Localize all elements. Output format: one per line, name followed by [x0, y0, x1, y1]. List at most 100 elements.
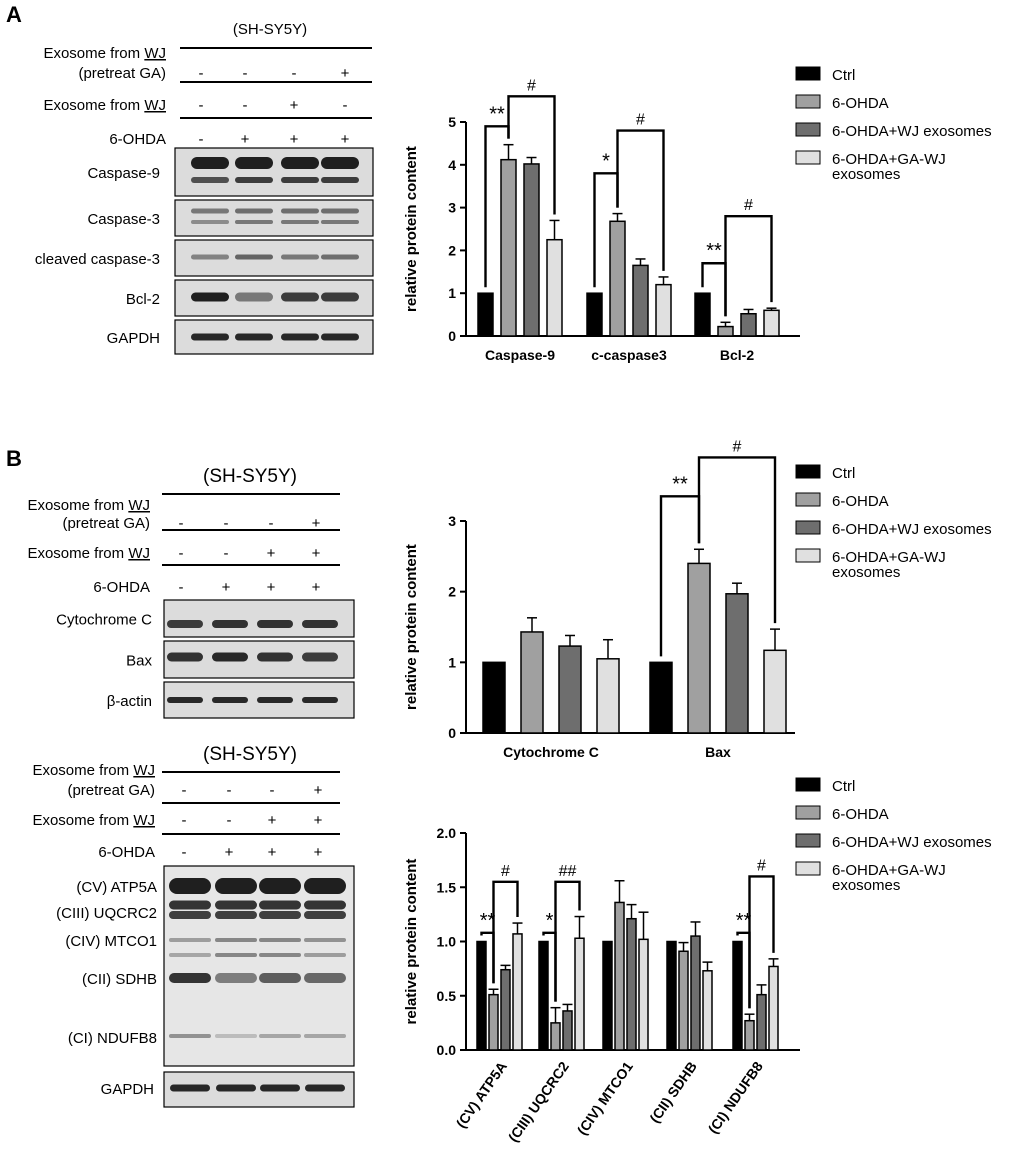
treatment-sign: +: [312, 545, 321, 562]
protein-band: [259, 953, 301, 957]
protein-band: [281, 208, 319, 214]
x-tick-label: (CV) ATP5A: [453, 1059, 510, 1131]
y-tick-label: 2: [448, 584, 456, 600]
protein-label: Bcl-2: [126, 291, 160, 308]
protein-band: [321, 157, 359, 169]
bar: [694, 292, 711, 337]
bar: [632, 264, 649, 337]
treatment-sign: +: [267, 579, 276, 596]
legend-swatch: [795, 833, 821, 848]
protein-band: [170, 1084, 210, 1092]
western-blots: (SH-SY5Y)Exosome from WJ(pretreat GA) - - -…: [27, 21, 374, 1108]
bar: [488, 993, 499, 1051]
protein-band: [259, 911, 301, 919]
blot-strip: [174, 319, 374, 355]
protein-band: [281, 157, 319, 169]
significance-marker: #: [527, 77, 536, 94]
protein-band: [212, 620, 248, 628]
bar: [768, 965, 779, 1051]
treatment-sign: +: [268, 844, 277, 861]
protein-band: [215, 1034, 257, 1038]
y-tick-label: 3: [448, 200, 456, 216]
y-tick-label: 1: [448, 654, 456, 670]
protein-band: [302, 697, 338, 703]
protein-band: [321, 177, 359, 183]
legend-label: exosomes: [832, 877, 900, 894]
significance-marker: **: [489, 103, 505, 125]
bar: [763, 309, 780, 337]
blot-strip: [174, 147, 374, 197]
blot-strip: [163, 599, 355, 638]
treatment-sign: +: [290, 97, 299, 114]
blot-strip: [174, 199, 374, 237]
significance-bracket: [748, 875, 775, 1009]
protein-label: β-actin: [107, 693, 152, 710]
protein-band: [191, 333, 229, 341]
legend-swatch: [795, 464, 821, 479]
y-tick-label: 0.5: [437, 988, 457, 1004]
treatment-sign: -: [179, 579, 184, 596]
protein-band: [215, 911, 257, 919]
significance-marker: *: [602, 150, 610, 172]
protein-band: [302, 652, 338, 662]
legend-swatch: [795, 492, 821, 507]
bar: [558, 645, 582, 734]
bar: [756, 993, 767, 1051]
protein-band: [257, 652, 293, 662]
blot-frame: [163, 865, 355, 1067]
chart-legend: Ctrl 6-OHDA 6-OHDA+WJ exosomes 6-OHDA+GA-WJ…: [795, 464, 992, 581]
protein-label: GAPDH: [101, 1081, 154, 1098]
treatment-sign: +: [290, 131, 299, 148]
protein-band: [169, 878, 211, 894]
bar: [550, 1022, 561, 1051]
chart-legend: Ctrl 6-OHDA 6-OHDA+WJ exosomes 6-OHDA+GA-WJ…: [795, 66, 992, 183]
protein-band: [167, 620, 203, 628]
protein-label: Caspase-9: [87, 165, 160, 182]
legend-label: 6-OHDA+WJ exosomes: [832, 834, 992, 851]
y-axis-label: relative protein content: [403, 146, 420, 312]
protein-band: [281, 333, 319, 341]
treatment-label: Exosome from WJ: [43, 97, 166, 114]
significance-marker: *: [546, 910, 554, 932]
y-tick-label: 0: [448, 328, 456, 344]
treatment-sign: -: [179, 515, 184, 532]
protein-band: [235, 254, 273, 260]
cell-line-label: (SH-SY5Y): [203, 744, 297, 765]
legend-swatch: [795, 777, 821, 792]
protein-label: (CIV) MTCO1: [65, 933, 157, 950]
legend-label: 6-OHDA: [832, 806, 889, 823]
treatment-sign: +: [225, 844, 234, 861]
y-tick-label: 2: [448, 242, 456, 258]
treatment-sign: +: [314, 782, 323, 799]
protein-band: [191, 157, 229, 169]
protein-band: [302, 620, 338, 628]
bar: [500, 968, 511, 1051]
legend-label: 6-OHDA: [832, 95, 889, 112]
protein-band: [321, 254, 359, 260]
protein-label: GAPDH: [107, 330, 160, 347]
significance-marker: **: [706, 240, 722, 262]
legend-label: Ctrl: [832, 778, 855, 795]
protein-band: [191, 292, 229, 302]
protein-label: (CV) ATP5A: [76, 879, 157, 896]
protein-label: Caspase-3: [87, 211, 160, 228]
y-tick-label: 1.0: [437, 934, 457, 950]
x-tick-label: Bcl-2: [720, 347, 754, 363]
protein-band: [304, 973, 346, 983]
protein-band: [235, 292, 273, 302]
protein-band: [304, 878, 346, 894]
treatment-label: Exosome from WJ: [43, 45, 166, 62]
cell-line-label: (SH-SY5Y): [233, 21, 307, 38]
legend-swatch: [795, 122, 821, 137]
legend-label: 6-OHDA+GA-WJ: [832, 862, 946, 879]
bar: [717, 325, 734, 337]
treatment-sign: -: [270, 782, 275, 799]
protein-band: [169, 900, 211, 910]
treatment-sign: -: [224, 515, 229, 532]
blot-strip: [174, 279, 374, 317]
significance-marker: #: [757, 857, 766, 874]
legend-swatch: [795, 150, 821, 165]
bar: [523, 163, 540, 337]
treatment-sign: -: [224, 545, 229, 562]
